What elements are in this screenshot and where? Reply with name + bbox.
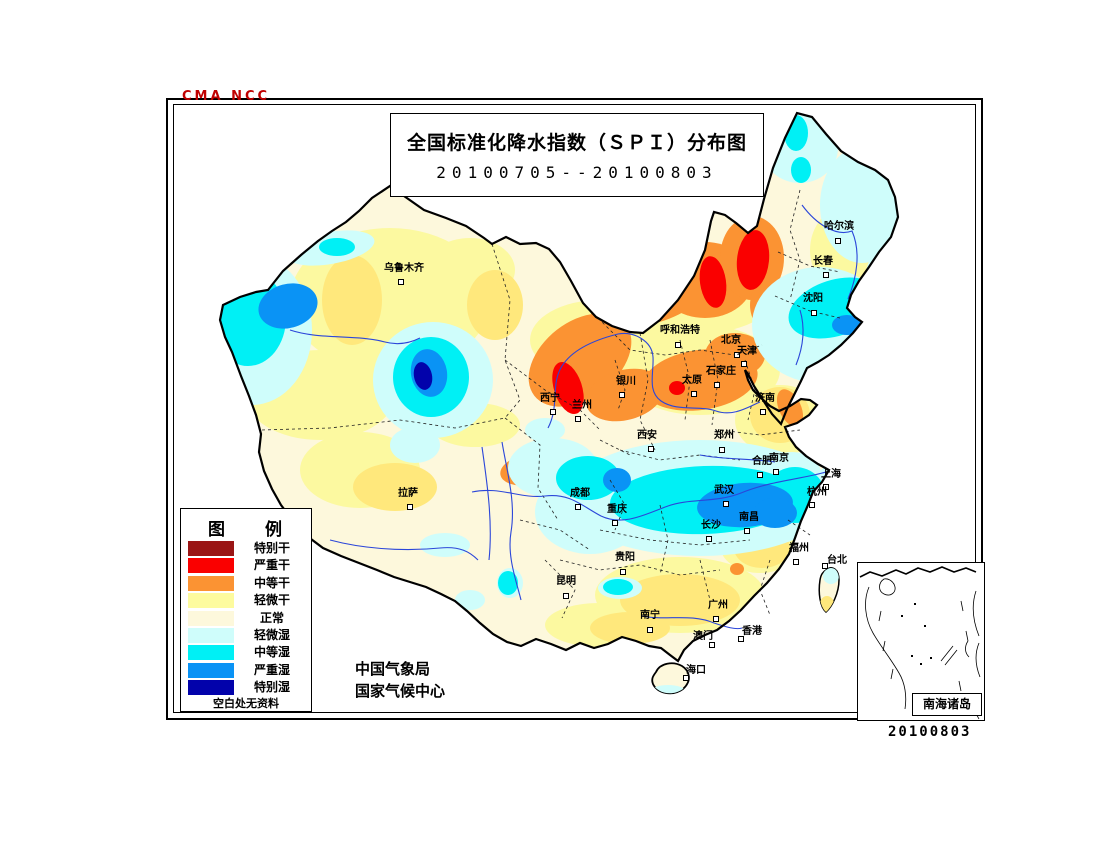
legend-label: 严重湿 <box>253 662 290 677</box>
issue-date: 20100803 <box>888 724 972 740</box>
frame-outer <box>166 98 983 720</box>
legend-swatch <box>188 558 234 574</box>
legend-label: 中等干 <box>253 575 290 590</box>
legend-label: 特别干 <box>253 541 290 555</box>
frame-inner <box>173 104 976 713</box>
legend-title: 图 例 <box>208 520 284 540</box>
legend-row: 严重湿 <box>181 662 311 678</box>
legend-row: 特别湿 <box>181 680 311 696</box>
legend-label: 严重干 <box>253 558 290 573</box>
rivers <box>289 204 858 630</box>
legend-label: 正常 <box>259 610 284 625</box>
legend-swatch <box>188 628 234 643</box>
map-title: 全国标准化降水指数（ＳＰＩ）分布图 <box>406 132 747 154</box>
legend-row: 特别干 <box>181 541 311 556</box>
legend-swatch <box>188 610 234 626</box>
map-period: 20100705--20100803 <box>436 163 718 182</box>
legend-label: 中等湿 <box>253 645 290 660</box>
org-name: 中国气象局 国家气候中心 <box>355 658 445 702</box>
legend-label: 轻微湿 <box>253 628 290 642</box>
title-box: 全国标准化降水指数（ＳＰＩ）分布图 20100705--20100803 <box>390 113 764 197</box>
legend-swatch <box>188 645 234 661</box>
legend-swatch <box>188 593 234 609</box>
legend-row: 中等干 <box>181 575 311 591</box>
inset-label: 南海诸岛 <box>912 693 982 716</box>
cma-ncc-mark: CMA NCC <box>182 89 271 104</box>
legend-footnote: 空白处无资料 <box>213 697 279 710</box>
legend-swatch <box>188 662 234 678</box>
legend-row: 轻微湿 <box>181 628 311 643</box>
taiwan-island <box>818 567 840 613</box>
legend-label: 特别湿 <box>253 680 290 695</box>
hainan-island <box>651 662 690 695</box>
legend-swatch <box>188 541 234 556</box>
legend-swatch <box>188 680 234 696</box>
legend-swatch <box>188 575 234 591</box>
inset-map: 南海诸岛 <box>857 562 985 721</box>
legend-row: 中等湿 <box>181 645 311 661</box>
legend-box: 图 例 特别干严重干中等干轻微干正常轻微湿中等湿严重湿特别湿 空白处无资料 <box>180 508 312 712</box>
legend-label: 轻微干 <box>253 593 290 608</box>
org-name-line1: 中国气象局 <box>355 660 431 678</box>
legend-row: 严重干 <box>181 558 311 574</box>
legend-row: 正常 <box>181 610 311 626</box>
legend-row: 轻微干 <box>181 593 311 609</box>
org-name-line2: 国家气候中心 <box>355 682 446 700</box>
